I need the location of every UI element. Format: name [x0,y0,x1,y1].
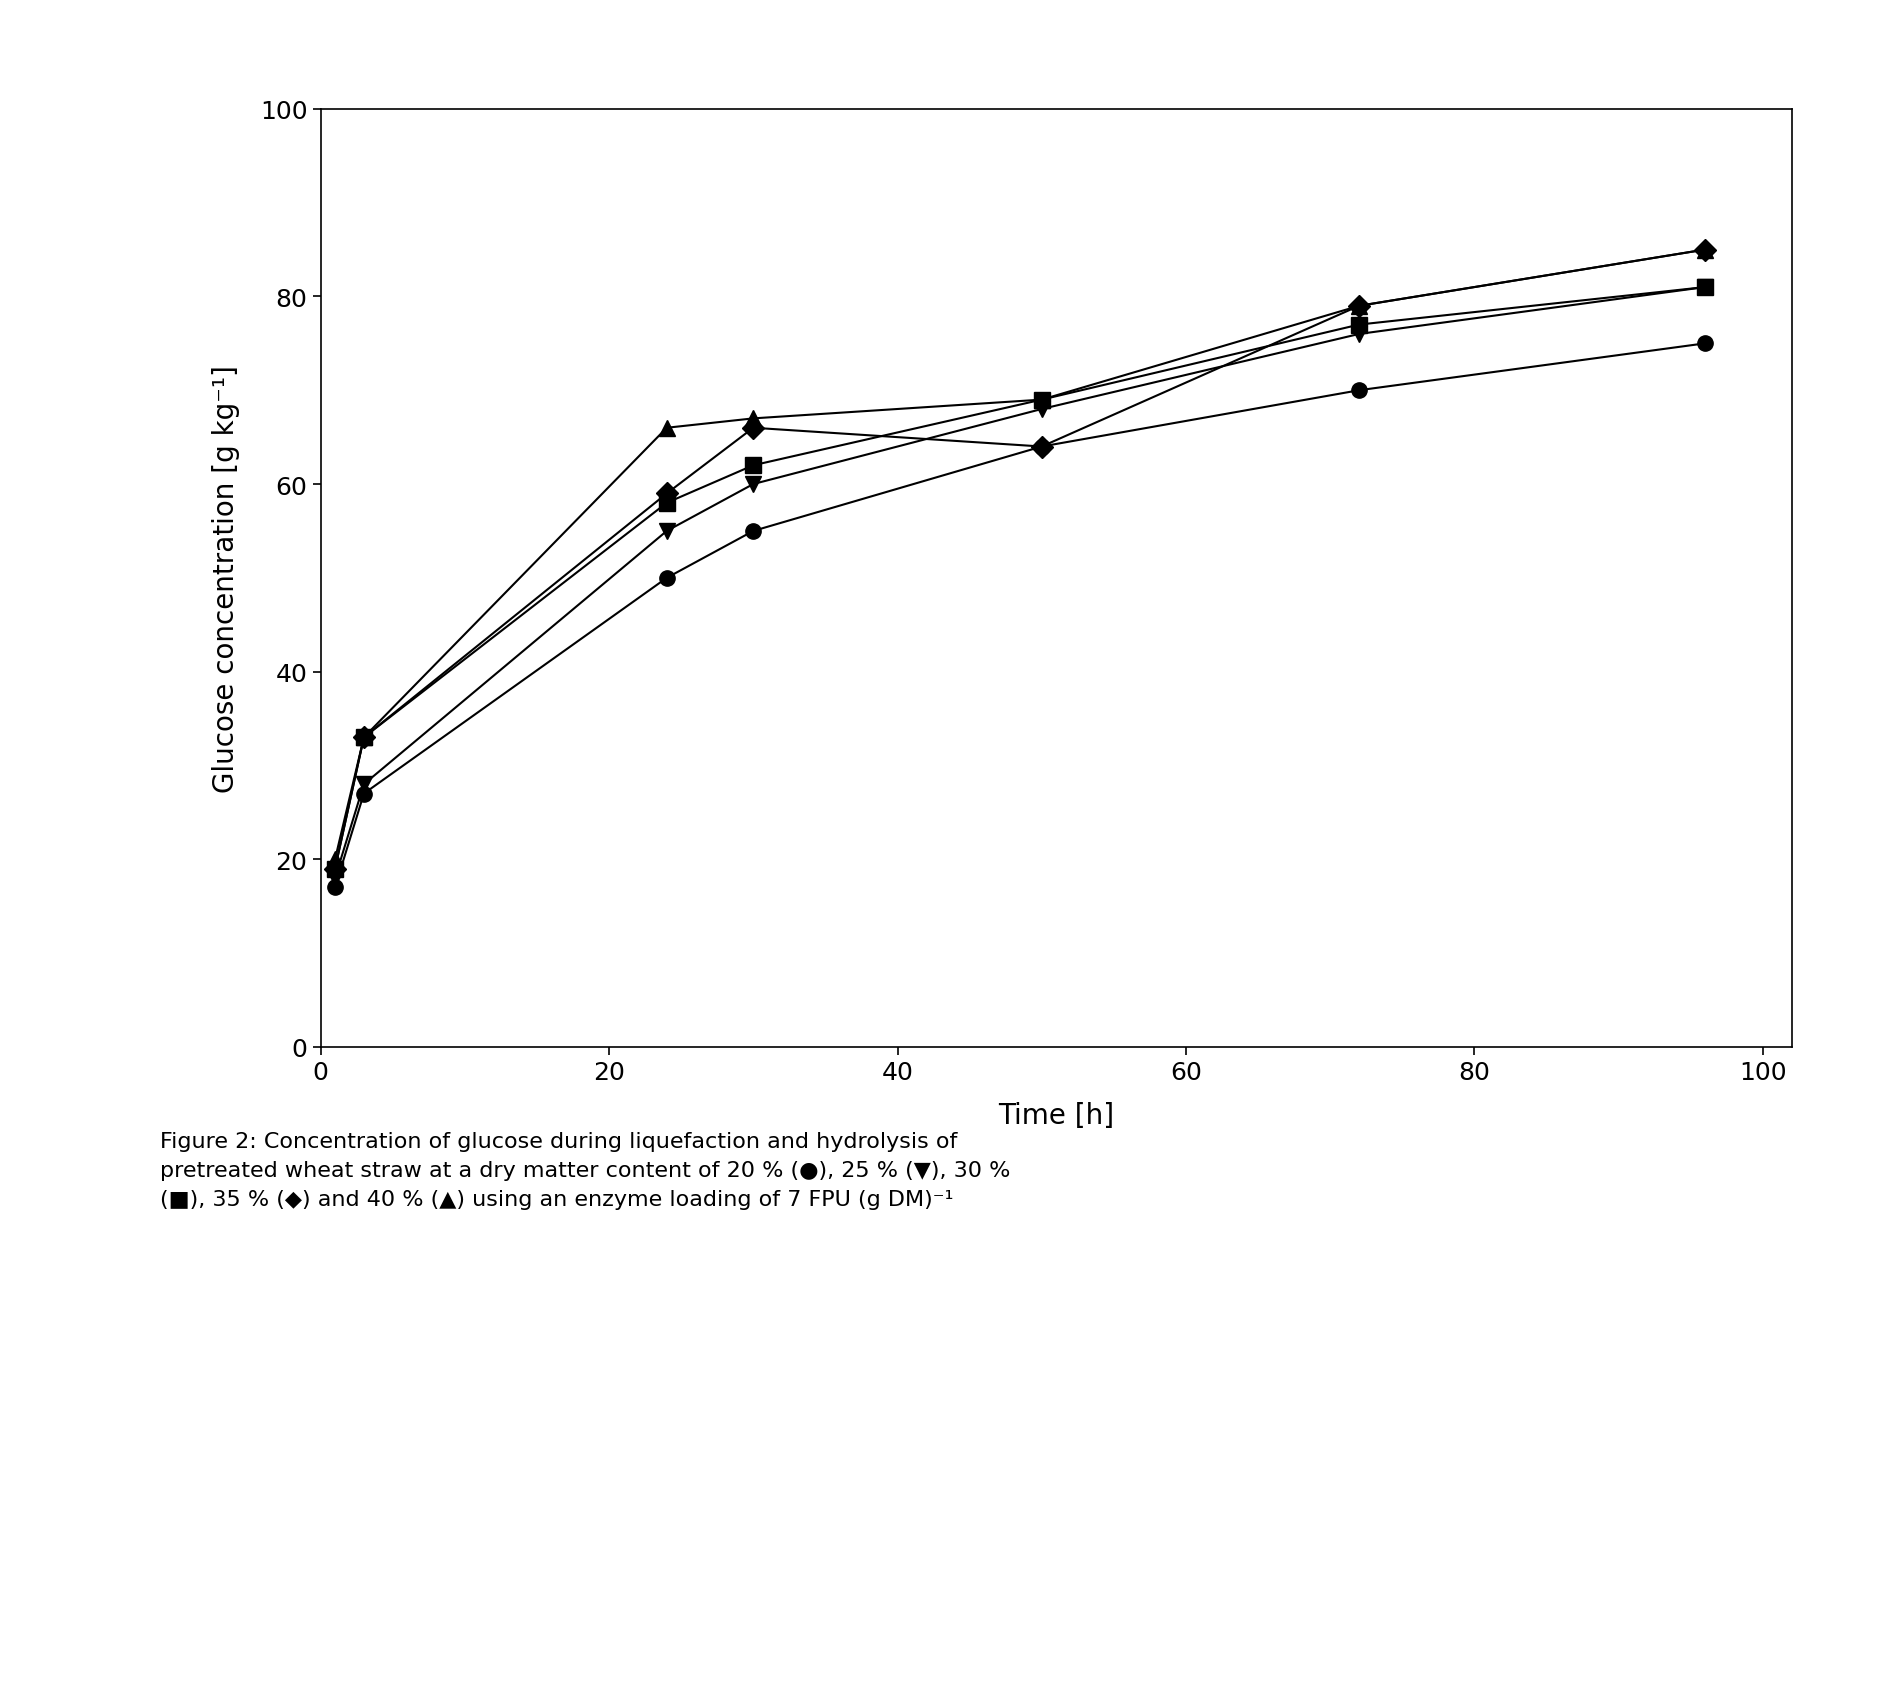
Y-axis label: Glucose concentration [g kg⁻¹]: Glucose concentration [g kg⁻¹] [213,365,240,792]
Text: Figure 2: Concentration of glucose during liquefaction and hydrolysis of
pretrea: Figure 2: Concentration of glucose durin… [160,1132,1011,1209]
X-axis label: Time [h]: Time [h] [998,1101,1115,1128]
